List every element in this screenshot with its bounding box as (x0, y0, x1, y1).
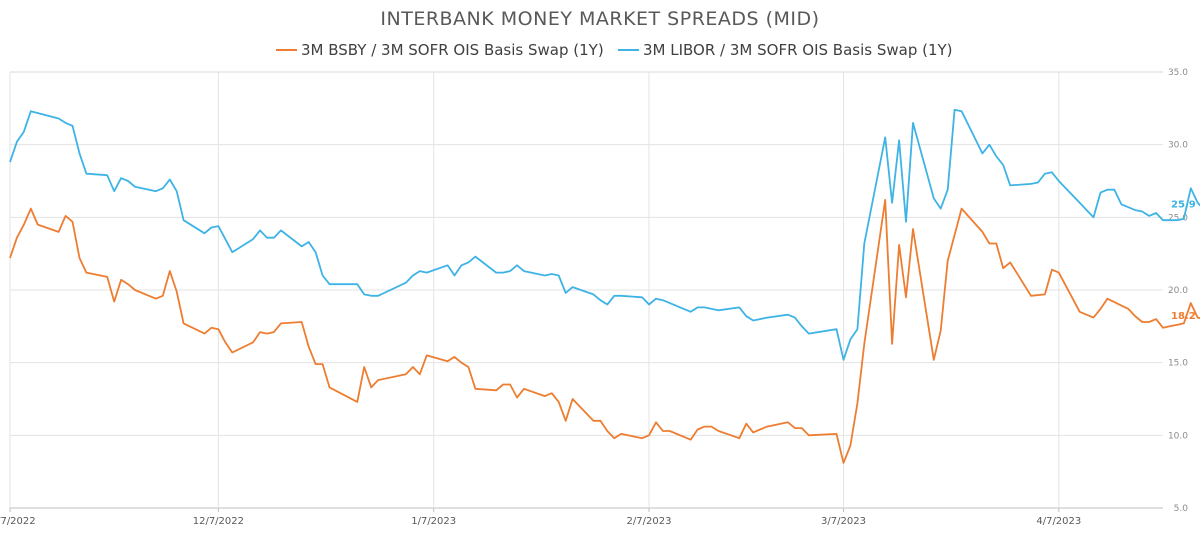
series-end-label-2: 25.9 (1171, 199, 1196, 210)
y-tick-label: 5.0 (1174, 504, 1189, 514)
series-end-label-1: 18.2 (1171, 311, 1196, 322)
x-tick-label: 11/7/2022 (0, 516, 36, 527)
legend-label-2: 3M LIBOR / 3M SOFR OIS Basis Swap (1Y) (643, 41, 953, 59)
legend-label-1: 3M BSBY / 3M SOFR OIS Basis Swap (1Y) (301, 41, 604, 59)
series-line-2 (9, 108, 1200, 361)
y-axis: 35.0 30.0 25.0 20.0 15.0 10.0 5.0 (1168, 68, 1188, 514)
chart-title: INTERBANK MONEY MARKET SPREADS (MID) (380, 8, 819, 30)
y-tick-label: 10.0 (1168, 431, 1188, 441)
end-labels: 18.2 25.9 (1171, 199, 1196, 322)
x-tick-label: 4/7/2023 (1036, 516, 1081, 527)
x-tick-label: 2/7/2023 (627, 516, 672, 527)
y-tick-label: 35.0 (1168, 68, 1188, 78)
series-group (9, 108, 1200, 464)
y-tick-label: 20.0 (1168, 286, 1188, 296)
x-axis: 11/7/2022 12/7/2022 1/7/2023 2/7/2023 3/7/20… (0, 516, 1081, 527)
x-tick-label: 3/7/2023 (821, 516, 866, 527)
gridlines (9, 71, 1163, 512)
x-tick-label: 12/7/2022 (193, 516, 244, 527)
y-tick-label: 30.0 (1168, 141, 1188, 151)
series-line-1 (9, 199, 1200, 464)
y-tick-label: 25.0 (1168, 213, 1188, 223)
y-tick-label: 15.0 (1168, 359, 1188, 369)
legend: 3M BSBY / 3M SOFR OIS Basis Swap (1Y) 3M … (276, 41, 953, 59)
x-tick-label: 1/7/2023 (411, 516, 456, 527)
